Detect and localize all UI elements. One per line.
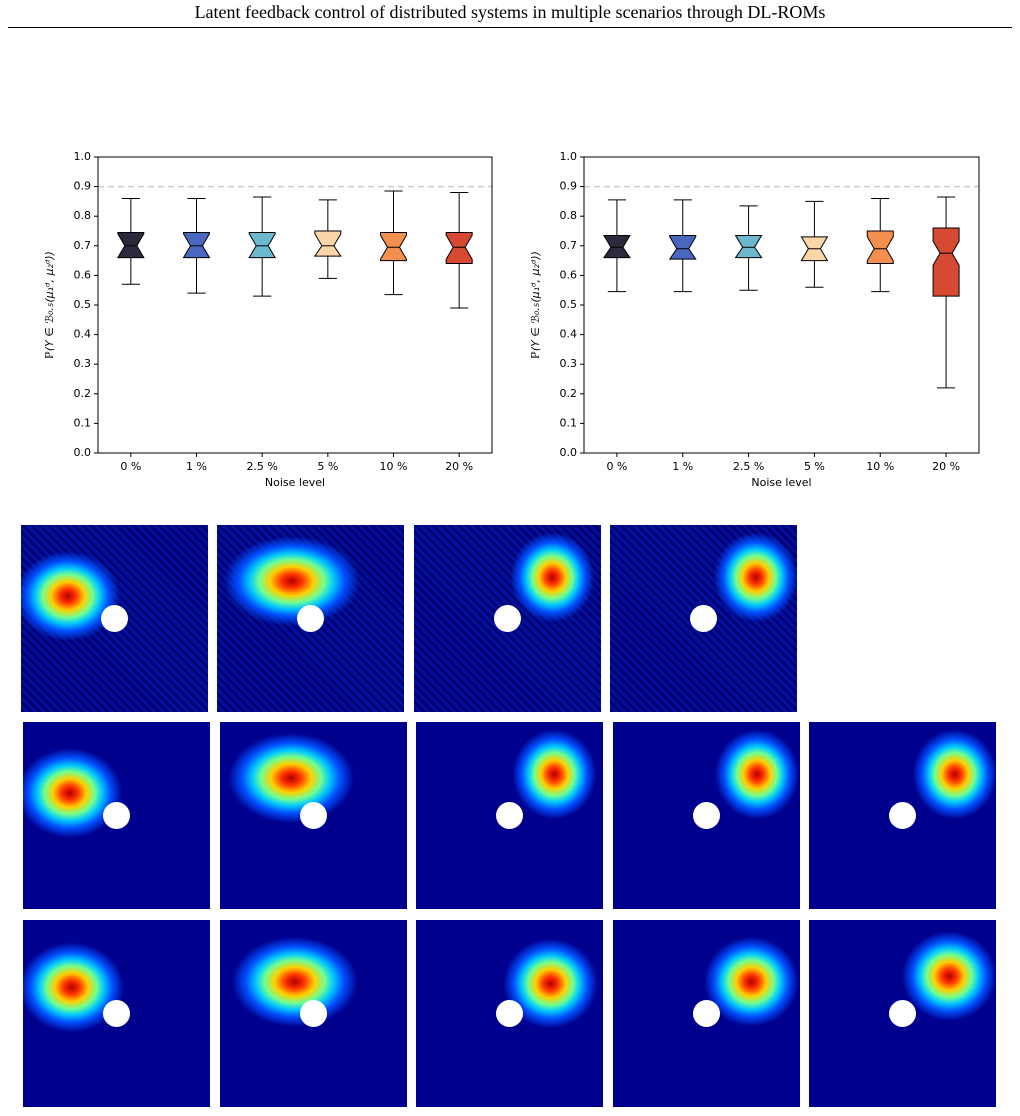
charts: 0.0 0.1 0.2 0.3 0.4 0.5 0.6 0.7 0.8 0.9 1.0 0 % 1 % 2…	[43, 150, 980, 489]
obstacle	[300, 1000, 327, 1027]
x-tick-label: 1 %	[186, 460, 207, 473]
x-tick-label: 2.5 %	[733, 460, 764, 473]
box	[116, 231, 145, 259]
y-tick-label: 0.9	[560, 180, 578, 193]
x-tick-label: 1 %	[672, 460, 693, 473]
box	[866, 230, 894, 265]
y-tick-label: 0.0	[560, 446, 578, 459]
plot-frame	[583, 156, 980, 454]
box	[248, 231, 277, 259]
field-snapshot	[613, 920, 800, 1107]
x-tick-label: 20 %	[445, 460, 473, 473]
y-tick-label: 0.3	[74, 357, 92, 370]
running-header: Latent feedback control of distributed s…	[194, 2, 826, 22]
header-rule	[8, 27, 1012, 28]
field-snapshot	[220, 920, 407, 1107]
obstacle	[494, 605, 521, 632]
box	[602, 234, 631, 259]
y-tick-label: 0.2	[560, 387, 578, 400]
x-tick-label: 0 %	[120, 460, 141, 473]
y-tick-label: 0.4	[74, 328, 92, 341]
y-tick-label: 0.6	[74, 268, 92, 281]
field-snapshot	[610, 525, 797, 712]
y-tick-label: 1.0	[74, 150, 92, 163]
field-snapshot	[809, 920, 996, 1107]
x-axis-label: Noise level	[751, 476, 811, 489]
field-snapshot	[23, 722, 210, 909]
y-tick-label: 0.1	[560, 416, 578, 429]
box	[313, 230, 342, 257]
plot-frame	[97, 156, 493, 454]
obstacle	[693, 802, 720, 829]
box	[445, 231, 473, 265]
y-tick-label: 0.1	[74, 416, 92, 429]
y-tick-label: 0.7	[74, 239, 92, 252]
x-axis-label: Noise level	[265, 476, 325, 489]
obstacle	[889, 802, 916, 829]
obstacle	[297, 605, 324, 632]
y-tick-label: 0.4	[560, 328, 578, 341]
field-snapshot	[220, 722, 407, 909]
field-snapshot	[416, 722, 603, 909]
obstacle	[496, 1000, 523, 1027]
x-tick-label: 2.5 %	[246, 460, 277, 473]
y-tick-label: 0.3	[560, 357, 578, 370]
y-tick-label: 1.0	[560, 150, 578, 163]
y-tick-label: 0.8	[74, 209, 92, 222]
box	[932, 227, 960, 297]
y-tick-label: 0.0	[74, 446, 92, 459]
y-axis-label: ℙ(Y ∈ ℬ₀.₅(μ₁ᵈ, μ₂ᵈ))	[529, 251, 542, 359]
y-tick-label: 0.8	[560, 209, 578, 222]
field-snapshot	[416, 920, 603, 1107]
y-tick-label: 0.7	[560, 239, 578, 252]
box	[380, 231, 407, 262]
x-tick-label: 5 %	[804, 460, 825, 473]
field-snapshot	[414, 525, 601, 712]
y-tick-label: 0.2	[74, 387, 92, 400]
box	[734, 234, 763, 259]
obstacle	[690, 605, 717, 632]
x-tick-label: 10 %	[866, 460, 894, 473]
y-tick-label: 0.6	[560, 268, 578, 281]
x-tick-label: 5 %	[317, 460, 338, 473]
y-axis-label: ℙ(Y ∈ ℬ₀.₅(μ₁ᵈ, μ₂ᵈ))	[43, 251, 56, 359]
obstacle	[103, 1000, 130, 1027]
x-tick-label: 0 %	[606, 460, 627, 473]
field-snapshot	[21, 525, 208, 712]
field-snapshot	[217, 525, 404, 712]
x-tick-label: 20 %	[932, 460, 960, 473]
field-snapshot	[23, 920, 210, 1107]
y-tick-label: 0.5	[74, 298, 92, 311]
y-tick-label: 0.9	[74, 180, 92, 193]
x-tick-label: 10 %	[380, 460, 408, 473]
box	[668, 234, 697, 260]
obstacle	[300, 802, 327, 829]
obstacle	[496, 802, 523, 829]
obstacle	[693, 1000, 720, 1027]
field-snapshot	[613, 722, 800, 909]
y-tick-label: 0.5	[560, 298, 578, 311]
box	[182, 231, 211, 259]
obstacle	[889, 1000, 916, 1027]
field-snapshot	[809, 722, 996, 909]
obstacle	[101, 605, 128, 632]
obstacle	[103, 802, 130, 829]
